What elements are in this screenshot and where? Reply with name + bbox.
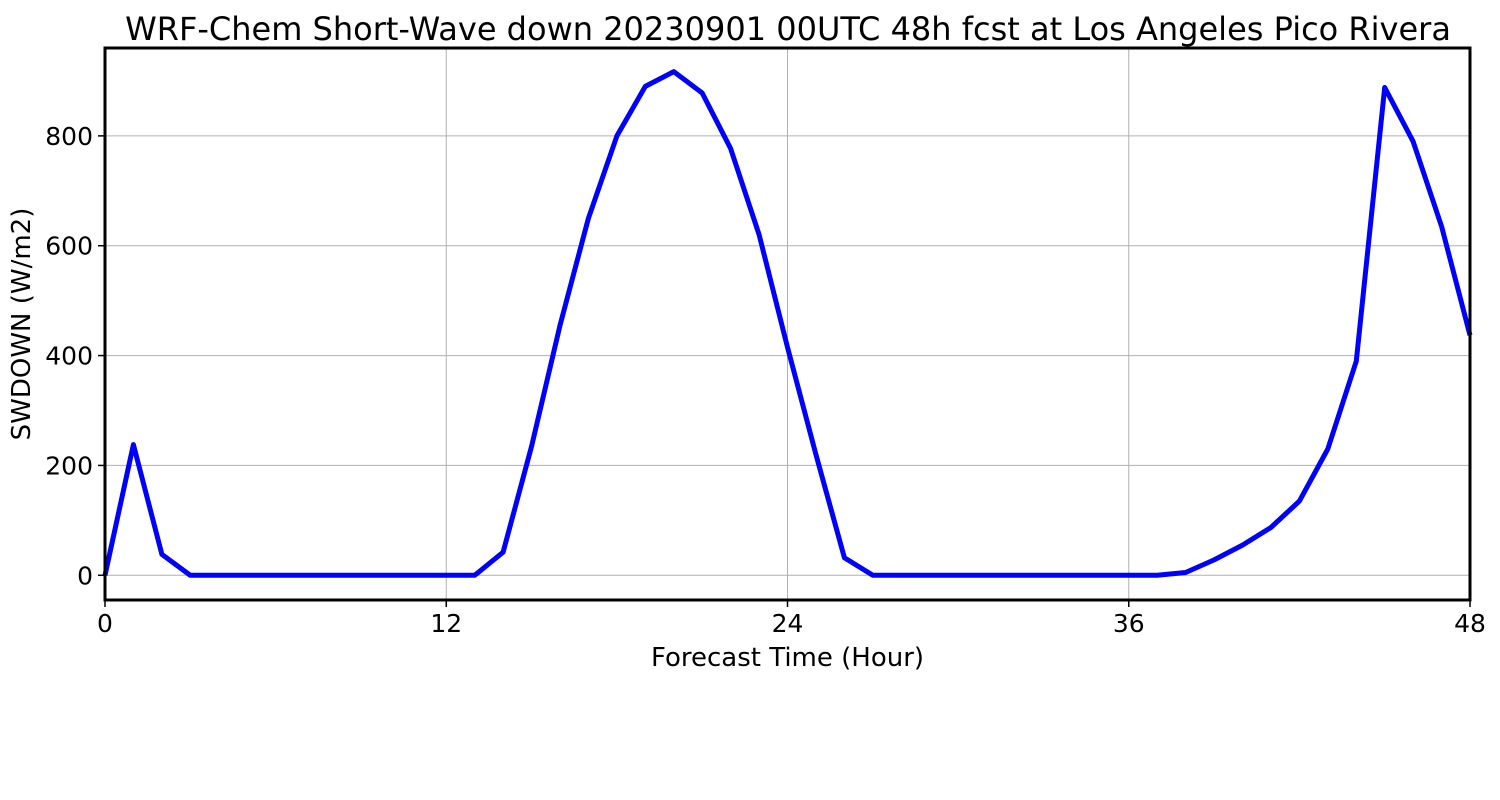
ticks: 0 12 24 36 48 0 200 400 600 800 (45, 122, 1486, 638)
series-layer (102, 69, 1473, 578)
chart-title: WRF-Chem Short-Wave down 20230901 00UTC … (125, 10, 1451, 48)
x-tick-label: 0 (97, 609, 113, 638)
y-tick-label: 400 (45, 342, 93, 371)
x-tick-label: 12 (430, 609, 462, 638)
x-tick-label: 36 (1113, 609, 1145, 638)
x-tick-label: 24 (772, 609, 804, 638)
x-axis-label: Forecast Time (Hour) (651, 643, 924, 673)
grid (104, 48, 1471, 600)
y-tick-label: 200 (45, 451, 93, 480)
series-line (102, 69, 1473, 578)
y-axis-label: SWDOWN (W/m2) (7, 208, 37, 441)
x-tick-label: 48 (1454, 609, 1486, 638)
y-tick-label: 0 (77, 561, 93, 590)
y-tick-label: 800 (45, 122, 93, 151)
y-tick-label: 600 (45, 232, 93, 261)
